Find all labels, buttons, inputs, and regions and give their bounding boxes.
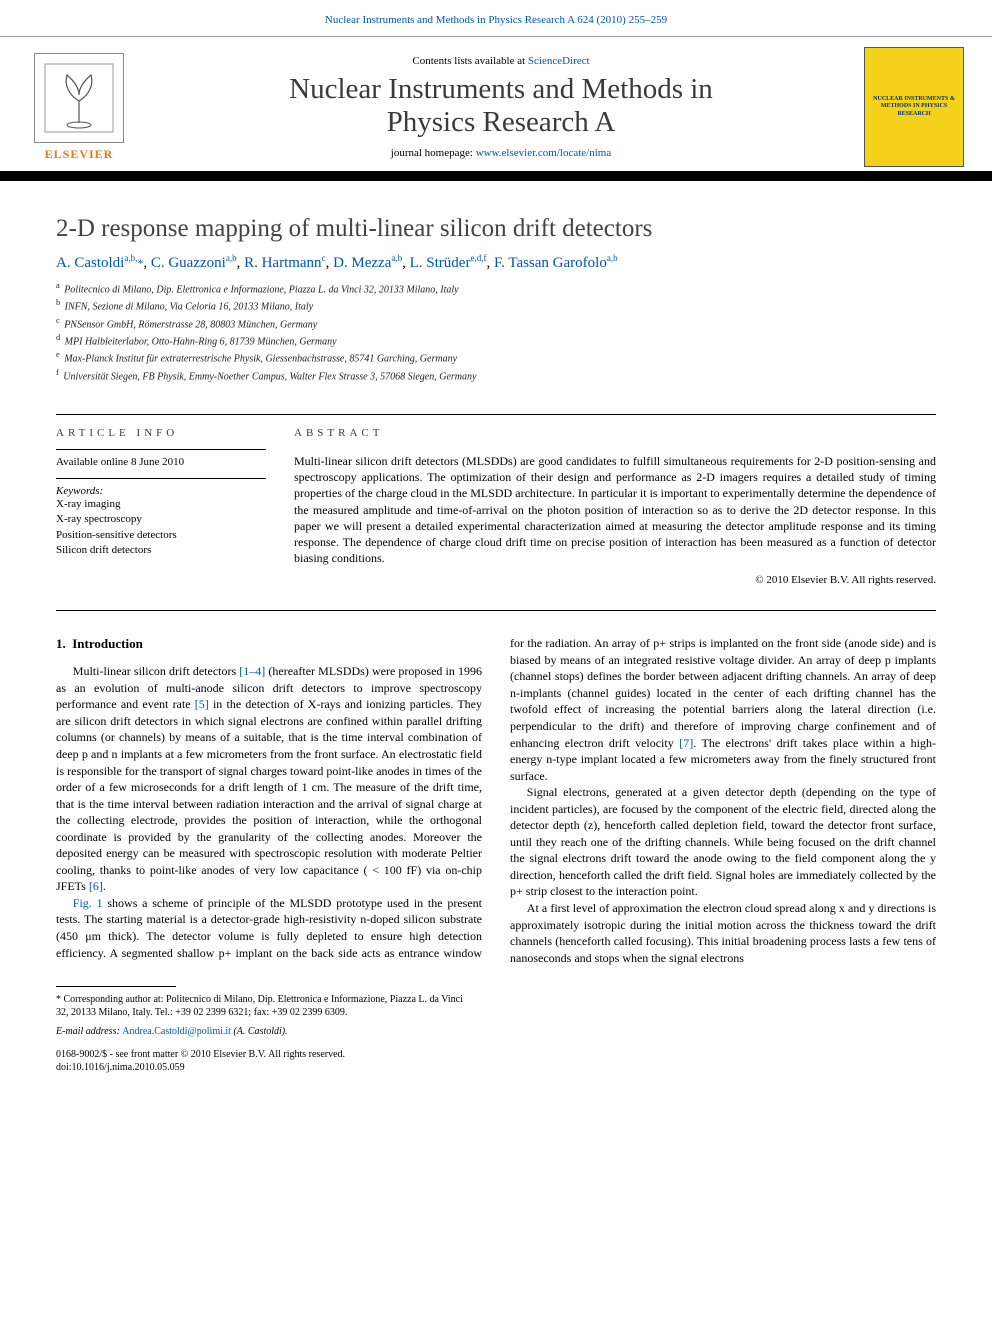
citation-header: Nuclear Instruments and Methods in Physi… xyxy=(0,0,992,36)
affiliation-text: Politecnico di Milano, Dip. Elettronica … xyxy=(64,284,458,295)
affiliation-key: c xyxy=(56,316,60,325)
publisher-logo-block: ELSEVIER xyxy=(20,53,138,162)
affiliation-ref[interactable]: e,d,f xyxy=(470,253,486,263)
keywords-list: X-ray imaging X-ray spectroscopy Positio… xyxy=(56,497,266,559)
email-link[interactable]: Andrea.Castoldi@polimi.it xyxy=(122,1026,231,1037)
affiliation-key: a xyxy=(56,281,60,290)
email-footnote: E-mail address: Andrea.Castoldi@polimi.i… xyxy=(56,1025,476,1038)
corresponding-author-marker[interactable]: * xyxy=(137,256,143,270)
article-body: 1. Introduction Multi-linear silicon dri… xyxy=(56,635,936,966)
sciencedirect-link[interactable]: ScienceDirect xyxy=(528,55,590,67)
affiliation: d MPI Halbleiterlabor, Otto-Hahn-Ring 6,… xyxy=(56,332,936,349)
keyword: X-ray imaging xyxy=(56,497,266,512)
citation-ref[interactable]: [5] xyxy=(195,697,209,711)
section-title: Introduction xyxy=(72,636,143,651)
masthead: ELSEVIER Contents lists available at Sci… xyxy=(0,36,992,181)
citation-ref[interactable]: [7] xyxy=(679,736,693,750)
body-paragraph: Multi-linear silicon drift detectors [1–… xyxy=(56,663,482,895)
affiliation-list: a Politecnico di Milano, Dip. Elettronic… xyxy=(56,280,936,384)
affiliation-ref[interactable]: a,b xyxy=(391,253,402,263)
affiliation: a Politecnico di Milano, Dip. Elettronic… xyxy=(56,280,936,297)
affiliation-ref[interactable]: a,b xyxy=(226,253,237,263)
author-link[interactable]: R. Hartmann xyxy=(244,255,321,271)
citation-ref[interactable]: [1–4] xyxy=(239,664,265,678)
affiliation-key: d xyxy=(56,333,60,342)
contents-prefix: Contents lists available at xyxy=(412,55,527,67)
email-person: (A. Castoldi). xyxy=(231,1026,288,1037)
affiliation: c PNSensor GmbH, Römerstrasse 28, 80803 … xyxy=(56,315,936,332)
keyword: Position-sensitive detectors xyxy=(56,528,266,543)
section-heading: 1. Introduction xyxy=(56,635,482,653)
affiliation-text: MPI Halbleiterlabor, Otto-Hahn-Ring 6, 8… xyxy=(65,336,337,347)
author-link[interactable]: F. Tassan Garofolo xyxy=(494,255,607,271)
citation-ref[interactable]: [6] xyxy=(89,879,103,893)
keyword: X-ray spectroscopy xyxy=(56,512,266,527)
citation-link[interactable]: Nuclear Instruments and Methods in Physi… xyxy=(325,14,667,26)
author-link[interactable]: A. Castoldi xyxy=(56,255,124,271)
figure-ref[interactable]: Fig. 1 xyxy=(73,896,103,910)
doi-block: 0168-9002/$ - see front matter © 2010 El… xyxy=(56,1048,936,1074)
abstract-label: ABSTRACT xyxy=(294,427,936,439)
affiliation-text: Max-Planck Institut für extraterrestrisc… xyxy=(64,354,457,365)
journal-name: Nuclear Instruments and Methods in Physi… xyxy=(154,73,848,140)
section-number: 1. xyxy=(56,636,66,651)
info-abstract-row: ARTICLE INFO Available online 8 June 201… xyxy=(56,414,936,586)
front-matter-line: 0168-9002/$ - see front matter © 2010 El… xyxy=(56,1048,936,1061)
email-label: E-mail address: xyxy=(56,1026,122,1037)
doi-line: doi:10.1016/j.nima.2010.05.059 xyxy=(56,1061,936,1074)
journal-name-line2: Physics Research A xyxy=(387,106,616,138)
affiliation-key: b xyxy=(56,298,60,307)
affiliation-ref[interactable]: c xyxy=(322,253,326,263)
keyword: Silicon drift detectors xyxy=(56,543,266,558)
body-text: Multi-linear silicon drift detectors xyxy=(73,664,239,678)
affiliation: f Universität Siegen, FB Physik, Emmy-No… xyxy=(56,367,936,384)
divider xyxy=(56,449,266,450)
journal-homepage-line: journal homepage: www.elsevier.com/locat… xyxy=(154,147,848,159)
journal-name-line1: Nuclear Instruments and Methods in xyxy=(289,73,713,105)
divider xyxy=(56,478,266,479)
masthead-center: Contents lists available at ScienceDirec… xyxy=(154,55,848,160)
author-list: A. Castoldia,b,*, C. Guazzonia,b, R. Har… xyxy=(56,253,936,272)
abstract-copyright: © 2010 Elsevier B.V. All rights reserved… xyxy=(294,574,936,586)
abstract-column: ABSTRACT Multi-linear silicon drift dete… xyxy=(294,415,936,586)
corresponding-author-footnote: * Corresponding author at: Politecnico d… xyxy=(56,993,476,1019)
affiliation: b INFN, Sezione di Milano, Via Celoria 1… xyxy=(56,297,936,314)
affiliation-ref[interactable]: a,b, xyxy=(124,253,137,263)
homepage-prefix: journal homepage: xyxy=(391,147,476,159)
cover-thumbnail-block: NUCLEAR INSTRUMENTS & METHODS IN PHYSICS… xyxy=(864,47,972,167)
journal-homepage-link[interactable]: www.elsevier.com/locate/nima xyxy=(476,147,612,159)
body-text: in the detection of X-rays and ionizing … xyxy=(56,697,482,893)
affiliation-key: f xyxy=(56,368,59,377)
affiliation-text: INFN, Sezione di Milano, Via Celoria 16,… xyxy=(65,302,313,313)
affiliation-key: e xyxy=(56,350,60,359)
author-link[interactable]: D. Mezza xyxy=(333,255,391,271)
article-info-label: ARTICLE INFO xyxy=(56,427,266,439)
article-info-column: ARTICLE INFO Available online 8 June 201… xyxy=(56,415,266,586)
affiliation-text: Universität Siegen, FB Physik, Emmy-Noet… xyxy=(63,371,476,382)
keywords-label: Keywords: xyxy=(56,485,266,497)
divider xyxy=(56,610,936,611)
body-text: . xyxy=(103,879,106,893)
article-header: 2-D response mapping of multi-linear sil… xyxy=(0,181,992,398)
author-link[interactable]: C. Guazzoni xyxy=(151,255,226,271)
contents-available-line: Contents lists available at ScienceDirec… xyxy=(154,55,848,67)
affiliation-text: PNSensor GmbH, Römerstrasse 28, 80803 Mü… xyxy=(64,319,317,330)
elsevier-tree-icon xyxy=(34,53,124,143)
body-paragraph: Signal electrons, generated at a given d… xyxy=(510,784,936,900)
author-link[interactable]: L. Strüder xyxy=(410,255,471,271)
divider xyxy=(56,986,176,987)
body-paragraph: At a first level of approximation the el… xyxy=(510,900,936,966)
journal-cover-thumbnail: NUCLEAR INSTRUMENTS & METHODS IN PHYSICS… xyxy=(864,47,964,167)
article-title: 2-D response mapping of multi-linear sil… xyxy=(56,215,936,243)
affiliation: e Max-Planck Institut für extraterrestri… xyxy=(56,349,936,366)
available-online-date: Available online 8 June 2010 xyxy=(56,456,266,468)
affiliation-ref[interactable]: a,b xyxy=(607,253,618,263)
footnotes: * Corresponding author at: Politecnico d… xyxy=(56,986,476,1038)
elsevier-wordmark: ELSEVIER xyxy=(45,147,114,162)
abstract-text: Multi-linear silicon drift detectors (ML… xyxy=(294,453,936,566)
